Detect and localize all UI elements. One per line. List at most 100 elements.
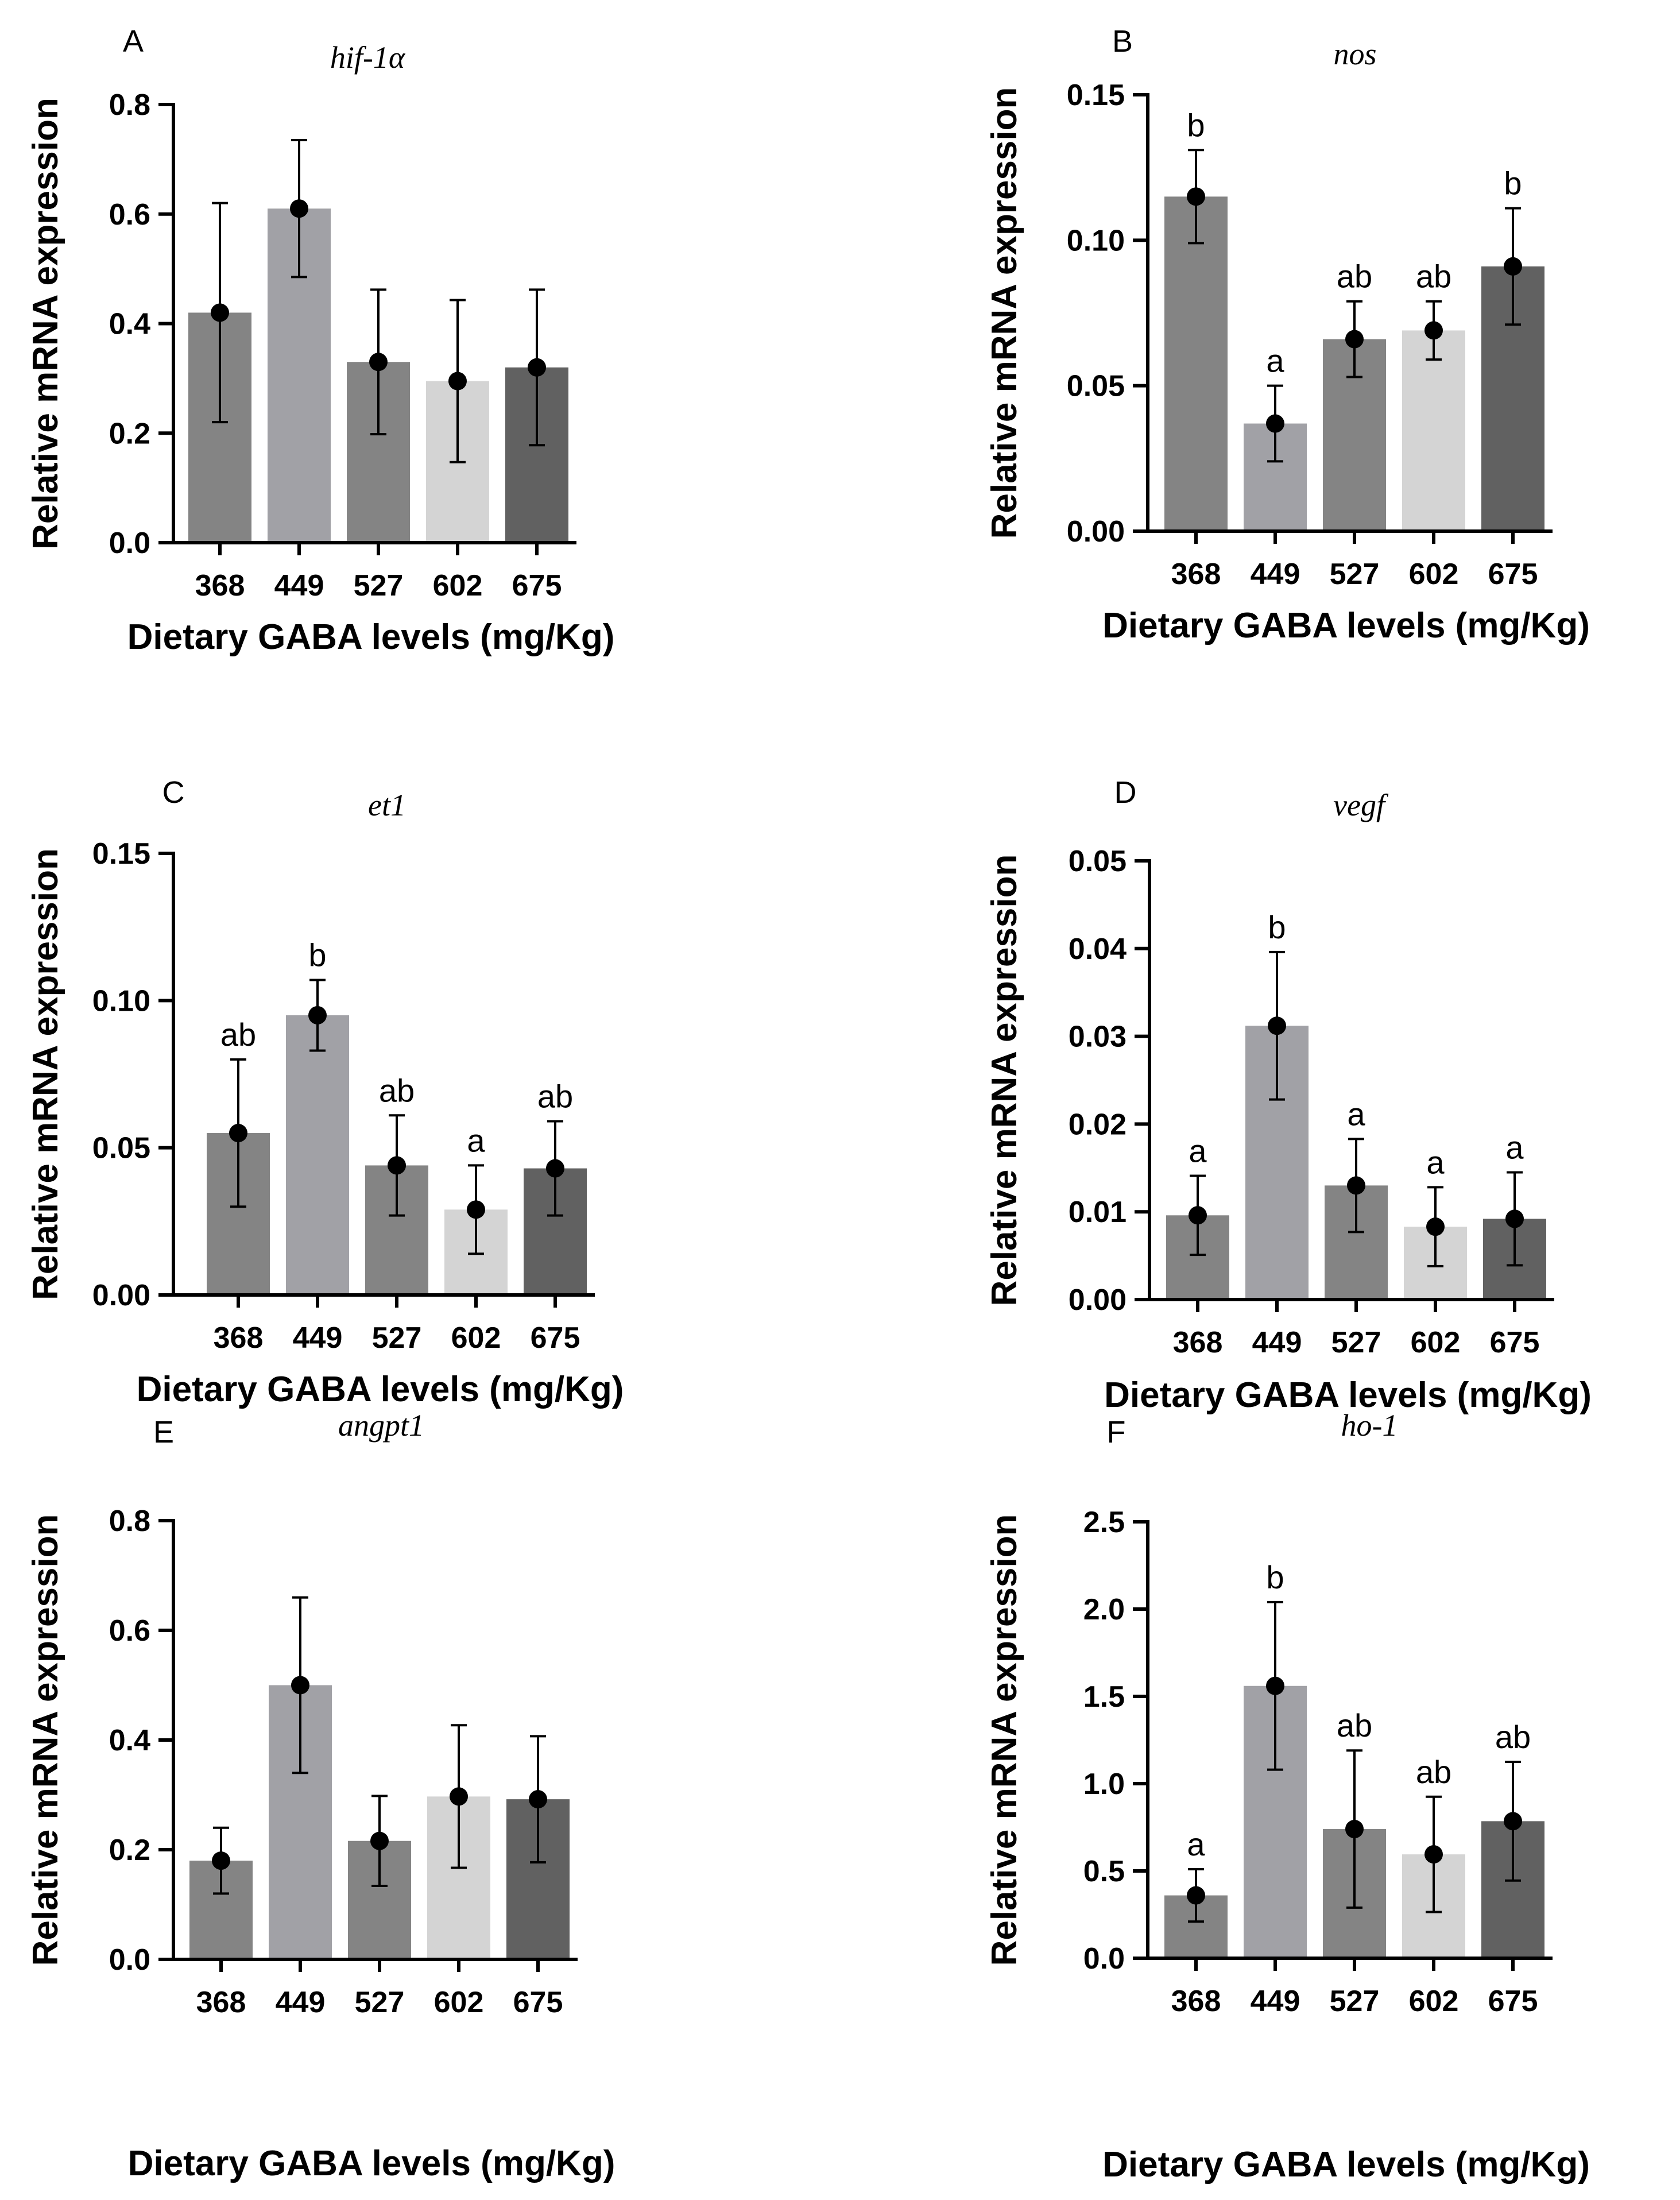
mean-point-602 bbox=[1424, 321, 1443, 340]
y-tick-label: 2.5 bbox=[1083, 1506, 1125, 1539]
y-tick-label: 0.04 bbox=[1069, 933, 1127, 966]
mean-point-675 bbox=[528, 358, 546, 377]
mean-point-449 bbox=[290, 199, 308, 218]
x-axis-title: Dietary GABA levels (mg/Kg) bbox=[1104, 1375, 1592, 1415]
x-tick-label: 675 bbox=[1488, 1985, 1538, 2018]
mean-point-449 bbox=[1266, 1676, 1284, 1695]
significance-letter-527: a bbox=[1347, 1096, 1365, 1132]
mean-point-368 bbox=[211, 303, 229, 322]
mean-point-527 bbox=[1345, 1820, 1364, 1839]
y-tick-label: 0.6 bbox=[109, 198, 150, 231]
significance-letter-449: a bbox=[1266, 343, 1284, 379]
significance-letter-368: ab bbox=[220, 1016, 256, 1053]
y-tick-label: 0.05 bbox=[1067, 370, 1125, 403]
mean-point-675 bbox=[1505, 1209, 1524, 1228]
panel-letter: D bbox=[1114, 775, 1137, 810]
y-tick-label: 0.02 bbox=[1069, 1108, 1127, 1141]
y-axis-title: Relative mRNA expression bbox=[26, 1514, 65, 1966]
x-tick-label: 449 bbox=[276, 1986, 326, 2019]
x-tick-label: 675 bbox=[512, 569, 562, 602]
mean-point-368 bbox=[229, 1124, 247, 1143]
significance-letter-368: a bbox=[1187, 1826, 1205, 1862]
y-tick-label: 0.15 bbox=[1067, 79, 1125, 112]
y-tick-label: 0.4 bbox=[109, 308, 150, 341]
bar-368 bbox=[1164, 196, 1228, 531]
significance-letter-675: a bbox=[1505, 1129, 1524, 1165]
x-tick-label: 368 bbox=[214, 1321, 264, 1355]
bar-602 bbox=[1402, 330, 1465, 531]
significance-letter-449: b bbox=[1266, 1559, 1284, 1595]
mean-point-602 bbox=[450, 1787, 468, 1806]
y-tick-label: 0.00 bbox=[1069, 1283, 1127, 1317]
significance-letter-602: ab bbox=[1416, 258, 1451, 295]
y-tick-label: 0.05 bbox=[92, 1132, 150, 1165]
mean-point-449 bbox=[1266, 414, 1284, 433]
panel-letter: A bbox=[123, 24, 144, 59]
x-tick-label: 449 bbox=[1251, 1985, 1300, 2018]
x-tick-label: 602 bbox=[433, 569, 483, 602]
mean-point-368 bbox=[1189, 1206, 1207, 1225]
panel-letter: E bbox=[153, 1415, 174, 1449]
x-tick-label: 602 bbox=[1409, 1985, 1459, 2018]
significance-letter-449: b bbox=[308, 937, 326, 973]
x-tick-label: 675 bbox=[1490, 1326, 1540, 1359]
y-tick-label: 0.8 bbox=[109, 88, 150, 122]
mean-point-602 bbox=[1424, 1845, 1443, 1864]
x-tick-label: 368 bbox=[196, 1986, 246, 2019]
x-tick-label: 602 bbox=[1411, 1326, 1461, 1359]
x-tick-label: 368 bbox=[195, 569, 245, 602]
x-tick-label: 368 bbox=[1171, 1985, 1221, 2018]
mean-point-449 bbox=[291, 1676, 309, 1695]
gene-title: angpt1 bbox=[338, 1408, 424, 1443]
y-tick-label: 0.03 bbox=[1069, 1020, 1127, 1054]
y-tick-label: 0.00 bbox=[92, 1279, 150, 1312]
x-tick-label: 527 bbox=[1330, 558, 1380, 591]
mean-point-449 bbox=[1268, 1016, 1286, 1035]
x-tick-label: 602 bbox=[451, 1321, 501, 1355]
y-tick-label: 1.0 bbox=[1083, 1768, 1125, 1801]
x-tick-label: 527 bbox=[355, 1986, 405, 2019]
mean-point-449 bbox=[308, 1006, 327, 1024]
y-tick-label: 1.5 bbox=[1083, 1680, 1125, 1714]
y-tick-label: 0.4 bbox=[109, 1724, 150, 1757]
x-tick-label: 602 bbox=[434, 1986, 484, 2019]
y-tick-label: 0.01 bbox=[1069, 1196, 1127, 1229]
y-tick-label: 0.15 bbox=[92, 837, 150, 871]
x-tick-label: 449 bbox=[1251, 558, 1300, 591]
y-tick-label: 0.0 bbox=[109, 1943, 150, 1977]
x-axis-title: Dietary GABA levels (mg/Kg) bbox=[128, 2144, 616, 2183]
y-axis-title: Relative mRNA expression bbox=[985, 855, 1024, 1306]
x-tick-label: 527 bbox=[1330, 1985, 1380, 2018]
bar-449 bbox=[286, 1015, 349, 1295]
y-tick-label: 0.00 bbox=[1067, 515, 1125, 548]
mean-point-368 bbox=[1187, 187, 1205, 206]
significance-letter-675: ab bbox=[537, 1078, 573, 1115]
gene-title: hif-1α bbox=[330, 40, 406, 75]
mean-point-368 bbox=[212, 1851, 230, 1870]
x-tick-label: 368 bbox=[1171, 558, 1221, 591]
y-tick-label: 0.6 bbox=[109, 1614, 150, 1648]
y-tick-label: 0.2 bbox=[109, 417, 150, 450]
x-tick-label: 675 bbox=[531, 1321, 580, 1355]
x-tick-label: 449 bbox=[293, 1321, 343, 1355]
significance-letter-449: b bbox=[1268, 909, 1286, 945]
panel-letter: F bbox=[1107, 1415, 1126, 1449]
significance-letter-527: ab bbox=[1337, 1707, 1372, 1743]
panel-letter: C bbox=[162, 775, 185, 810]
significance-letter-527: ab bbox=[379, 1072, 415, 1108]
y-axis-title: Relative mRNA expression bbox=[985, 1514, 1024, 1966]
x-tick-label: 449 bbox=[1252, 1326, 1302, 1359]
mean-point-675 bbox=[529, 1790, 547, 1809]
mean-point-527 bbox=[388, 1156, 406, 1175]
significance-letter-602: a bbox=[1426, 1144, 1445, 1180]
mean-point-675 bbox=[546, 1159, 564, 1178]
significance-letter-368: b bbox=[1187, 107, 1205, 143]
x-tick-label: 527 bbox=[372, 1321, 422, 1355]
mean-point-602 bbox=[467, 1200, 485, 1219]
x-axis-title: Dietary GABA levels (mg/Kg) bbox=[1102, 606, 1590, 645]
gene-title: ho-1 bbox=[1341, 1408, 1398, 1443]
